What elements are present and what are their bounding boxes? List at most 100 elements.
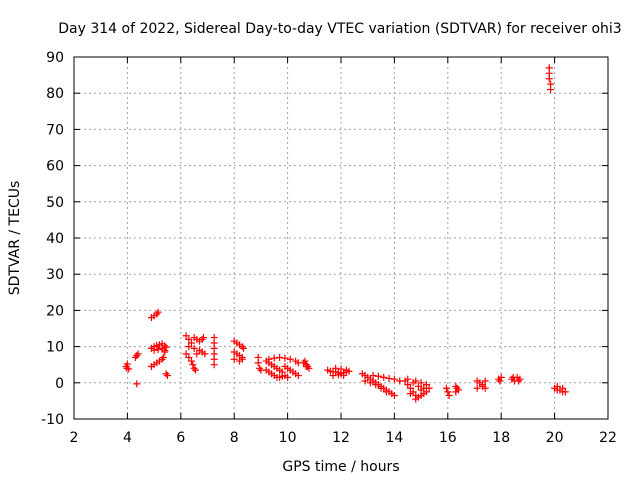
data-point — [481, 377, 489, 385]
x-tick-label: 14 — [385, 430, 403, 446]
data-point — [147, 363, 155, 371]
data-point — [366, 379, 374, 387]
data-point — [390, 391, 398, 399]
data-point — [412, 377, 420, 385]
data-point — [134, 350, 142, 358]
data-point — [334, 371, 342, 379]
data-point — [193, 350, 201, 358]
plot-frame — [73, 56, 609, 420]
x-tick-label: 2 — [70, 430, 79, 446]
y-tick-label: 50 — [46, 195, 64, 211]
data-point — [425, 384, 433, 392]
data-point — [190, 364, 198, 372]
data-point — [496, 377, 504, 385]
y-tick-label: 70 — [46, 122, 64, 138]
x-tick-label: 6 — [176, 430, 185, 446]
data-point — [369, 372, 377, 380]
data-point — [182, 350, 190, 358]
data-point — [332, 364, 340, 372]
data-point — [340, 372, 348, 380]
data-point — [509, 373, 517, 381]
data-point — [191, 366, 199, 374]
data-point — [265, 355, 273, 363]
data-point — [185, 343, 193, 351]
data-point — [133, 380, 141, 388]
data-point — [377, 384, 385, 392]
data-point — [199, 334, 207, 342]
data-point — [286, 355, 294, 363]
data-point — [406, 390, 414, 398]
y-tick-label: 30 — [46, 267, 64, 283]
data-point — [561, 388, 569, 396]
data-point — [185, 353, 193, 361]
data-point — [481, 384, 489, 392]
data-point — [473, 384, 481, 392]
data-point — [374, 372, 382, 380]
data-point — [150, 346, 158, 354]
data-point — [256, 364, 264, 372]
x-tick-labels: 2 4 6 8 10 12 14 16 18 20 22 — [70, 430, 617, 446]
data-point — [445, 391, 453, 399]
data-point — [444, 388, 452, 396]
data-point — [342, 366, 350, 374]
data-point — [497, 373, 505, 381]
data-point — [201, 350, 209, 358]
y-tick-label: 80 — [46, 86, 64, 102]
data-point — [452, 388, 460, 396]
data-point — [404, 375, 412, 383]
y-tick-label: -10 — [41, 412, 64, 428]
y-axis-label: SDTVAR / TECUs — [7, 181, 23, 296]
data-point — [329, 372, 337, 380]
y-tick-label: 40 — [46, 231, 64, 247]
x-axis-label: GPS time / hours — [282, 459, 399, 475]
data-point — [380, 373, 388, 381]
data-point — [189, 361, 197, 369]
data-point — [159, 353, 167, 361]
data-point — [161, 348, 169, 356]
data-point — [281, 354, 289, 362]
data-point — [190, 344, 198, 352]
data-point — [337, 365, 345, 373]
data-point — [515, 377, 523, 385]
data-point — [547, 86, 555, 94]
data-point — [210, 361, 218, 369]
data-point — [154, 345, 162, 353]
x-tick-label: 22 — [599, 430, 617, 446]
x-tick-label: 12 — [332, 430, 350, 446]
data-series — [122, 64, 569, 403]
data-point — [302, 363, 310, 371]
data-point — [294, 372, 302, 380]
x-tick-label: 10 — [279, 430, 297, 446]
chart-title: Day 314 of 2022, Sidereal Day-to-day VTE… — [58, 21, 621, 37]
data-point — [545, 75, 553, 83]
data-point — [372, 381, 380, 389]
data-point — [559, 384, 567, 392]
data-point — [284, 373, 292, 381]
data-point — [162, 370, 170, 378]
data-point — [417, 379, 425, 387]
y-tick-label: 0 — [55, 376, 64, 392]
data-point — [422, 388, 430, 396]
data-point — [390, 375, 398, 383]
data-point — [422, 381, 430, 389]
x-tick-label: 18 — [492, 430, 510, 446]
data-point — [230, 355, 238, 363]
data-point — [361, 377, 369, 385]
data-point — [412, 395, 420, 403]
data-point — [240, 344, 248, 352]
data-point — [301, 357, 309, 365]
y-tick-label: 90 — [46, 50, 64, 66]
data-point — [270, 354, 278, 362]
data-point — [254, 359, 262, 367]
data-point — [414, 382, 422, 390]
y-tick-label: 60 — [46, 159, 64, 175]
data-point — [442, 384, 450, 392]
x-tick-label: 8 — [230, 430, 239, 446]
data-point — [163, 372, 171, 380]
data-point — [133, 352, 141, 360]
data-point — [553, 382, 561, 390]
data-point — [453, 384, 461, 392]
x-tick-label: 16 — [439, 430, 457, 446]
data-point — [385, 374, 393, 382]
